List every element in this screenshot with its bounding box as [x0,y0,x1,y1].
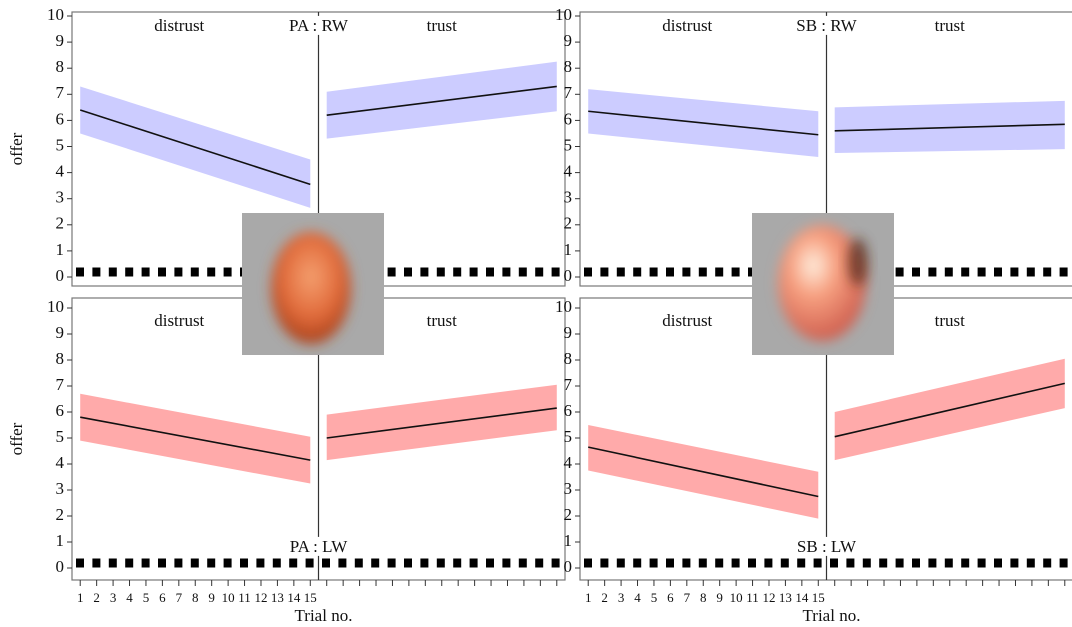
y-tick-label: 9 [56,323,65,342]
x-tick-label: 12 [762,590,775,605]
x-tick-label: 15 [304,590,317,605]
x-tick-label: 4 [634,590,641,605]
y-tick-label: 8 [56,57,65,76]
y-tick-label: 4 [564,453,573,472]
y-tick-label: 3 [564,188,573,207]
x-tick-label: 2 [601,590,608,605]
y-tick-label: 4 [564,162,573,181]
x-tick-label: 7 [684,590,691,605]
x-tick-label: 9 [716,590,723,605]
y-tick-label: 1 [564,531,573,550]
y-tick-label: 7 [56,83,65,102]
x-tick-label: 12 [254,590,267,605]
y-tick-label: 8 [56,349,65,368]
trend-line [80,110,310,184]
y-tick-label: 7 [564,83,573,102]
y-tick-label: 9 [564,323,573,342]
x-tick-label: 4 [126,590,133,605]
y-tick-label: 2 [564,214,573,233]
y-tick-label: 1 [56,531,65,550]
y-tick-label: 8 [564,57,573,76]
x-tick-label: 2 [93,590,100,605]
y-tick-label: 10 [555,5,572,24]
y-tick-label: 5 [564,427,573,446]
y-tick-label: 0 [56,557,65,576]
y-axis-label: offer [7,422,26,455]
y-tick-label: 7 [56,375,65,394]
face-image [242,213,384,355]
y-tick-label: 0 [564,557,573,576]
y-tick-label: 6 [56,401,65,420]
y-tick-label: 3 [564,479,573,498]
condition-label: trust [427,311,458,330]
y-tick-label: 6 [564,109,573,128]
face [271,232,351,344]
y-tick-label: 7 [564,375,573,394]
y-tick-label: 10 [47,297,64,316]
x-tick-label: 11 [746,590,759,605]
y-tick-label: 9 [56,31,65,50]
x-tick-label: 7 [176,590,183,605]
y-tick-label: 1 [564,240,573,259]
x-axis-label: Trial no. [295,606,353,625]
x-tick-label: 8 [192,590,199,605]
y-axis-label: offer [7,132,26,165]
y-tick-label: 2 [56,214,65,233]
y-tick-label: 2 [56,505,65,524]
x-tick-label: 15 [812,590,825,605]
y-tick-label: 3 [56,188,65,207]
x-tick-label: 3 [618,590,625,605]
x-tick-label: 3 [110,590,117,605]
condition-label: distrust [662,16,712,35]
condition-label: distrust [662,311,712,330]
y-tick-label: 6 [564,401,573,420]
y-tick-label: 4 [56,453,65,472]
condition-label: distrust [154,311,204,330]
x-tick-label: 10 [730,590,743,605]
x-tick-label: 5 [143,590,150,605]
condition-label: distrust [154,16,204,35]
y-tick-label: 9 [564,31,573,50]
panel-title: SB : LW [797,537,857,556]
y-tick-label: 0 [56,266,65,285]
x-tick-label: 14 [287,590,301,605]
hair [848,238,868,286]
y-tick-label: 0 [564,266,573,285]
x-tick-label: 1 [77,590,84,605]
y-tick-label: 8 [564,349,573,368]
x-tick-label: 5 [651,590,658,605]
panel-title: SB : RW [796,16,857,35]
x-tick-label: 10 [222,590,235,605]
y-tick-label: 5 [56,135,65,154]
x-tick-label: 11 [238,590,251,605]
chart: 012345678910distrusttrustPA : RWoffer012… [0,0,1072,627]
condition-label: trust [935,16,966,35]
x-axis-label: Trial no. [803,606,861,625]
y-tick-label: 1 [56,240,65,259]
x-tick-label: 1 [585,590,592,605]
panel-title: PA : LW [290,537,349,556]
x-tick-label: 14 [795,590,809,605]
y-tick-label: 10 [47,5,64,24]
y-tick-label: 4 [56,162,65,181]
y-tick-label: 10 [555,297,572,316]
x-tick-label: 6 [159,590,166,605]
x-tick-label: 13 [779,590,792,605]
y-tick-label: 5 [564,135,573,154]
condition-label: trust [427,16,458,35]
y-tick-label: 5 [56,427,65,446]
face-image [752,213,894,355]
condition-label: trust [935,311,966,330]
x-tick-label: 9 [208,590,215,605]
x-tick-label: 13 [271,590,284,605]
y-tick-label: 2 [564,505,573,524]
y-tick-label: 3 [56,479,65,498]
panel-title: PA : RW [289,16,349,35]
x-tick-label: 8 [700,590,707,605]
x-tick-label: 6 [667,590,674,605]
y-tick-label: 6 [56,109,65,128]
